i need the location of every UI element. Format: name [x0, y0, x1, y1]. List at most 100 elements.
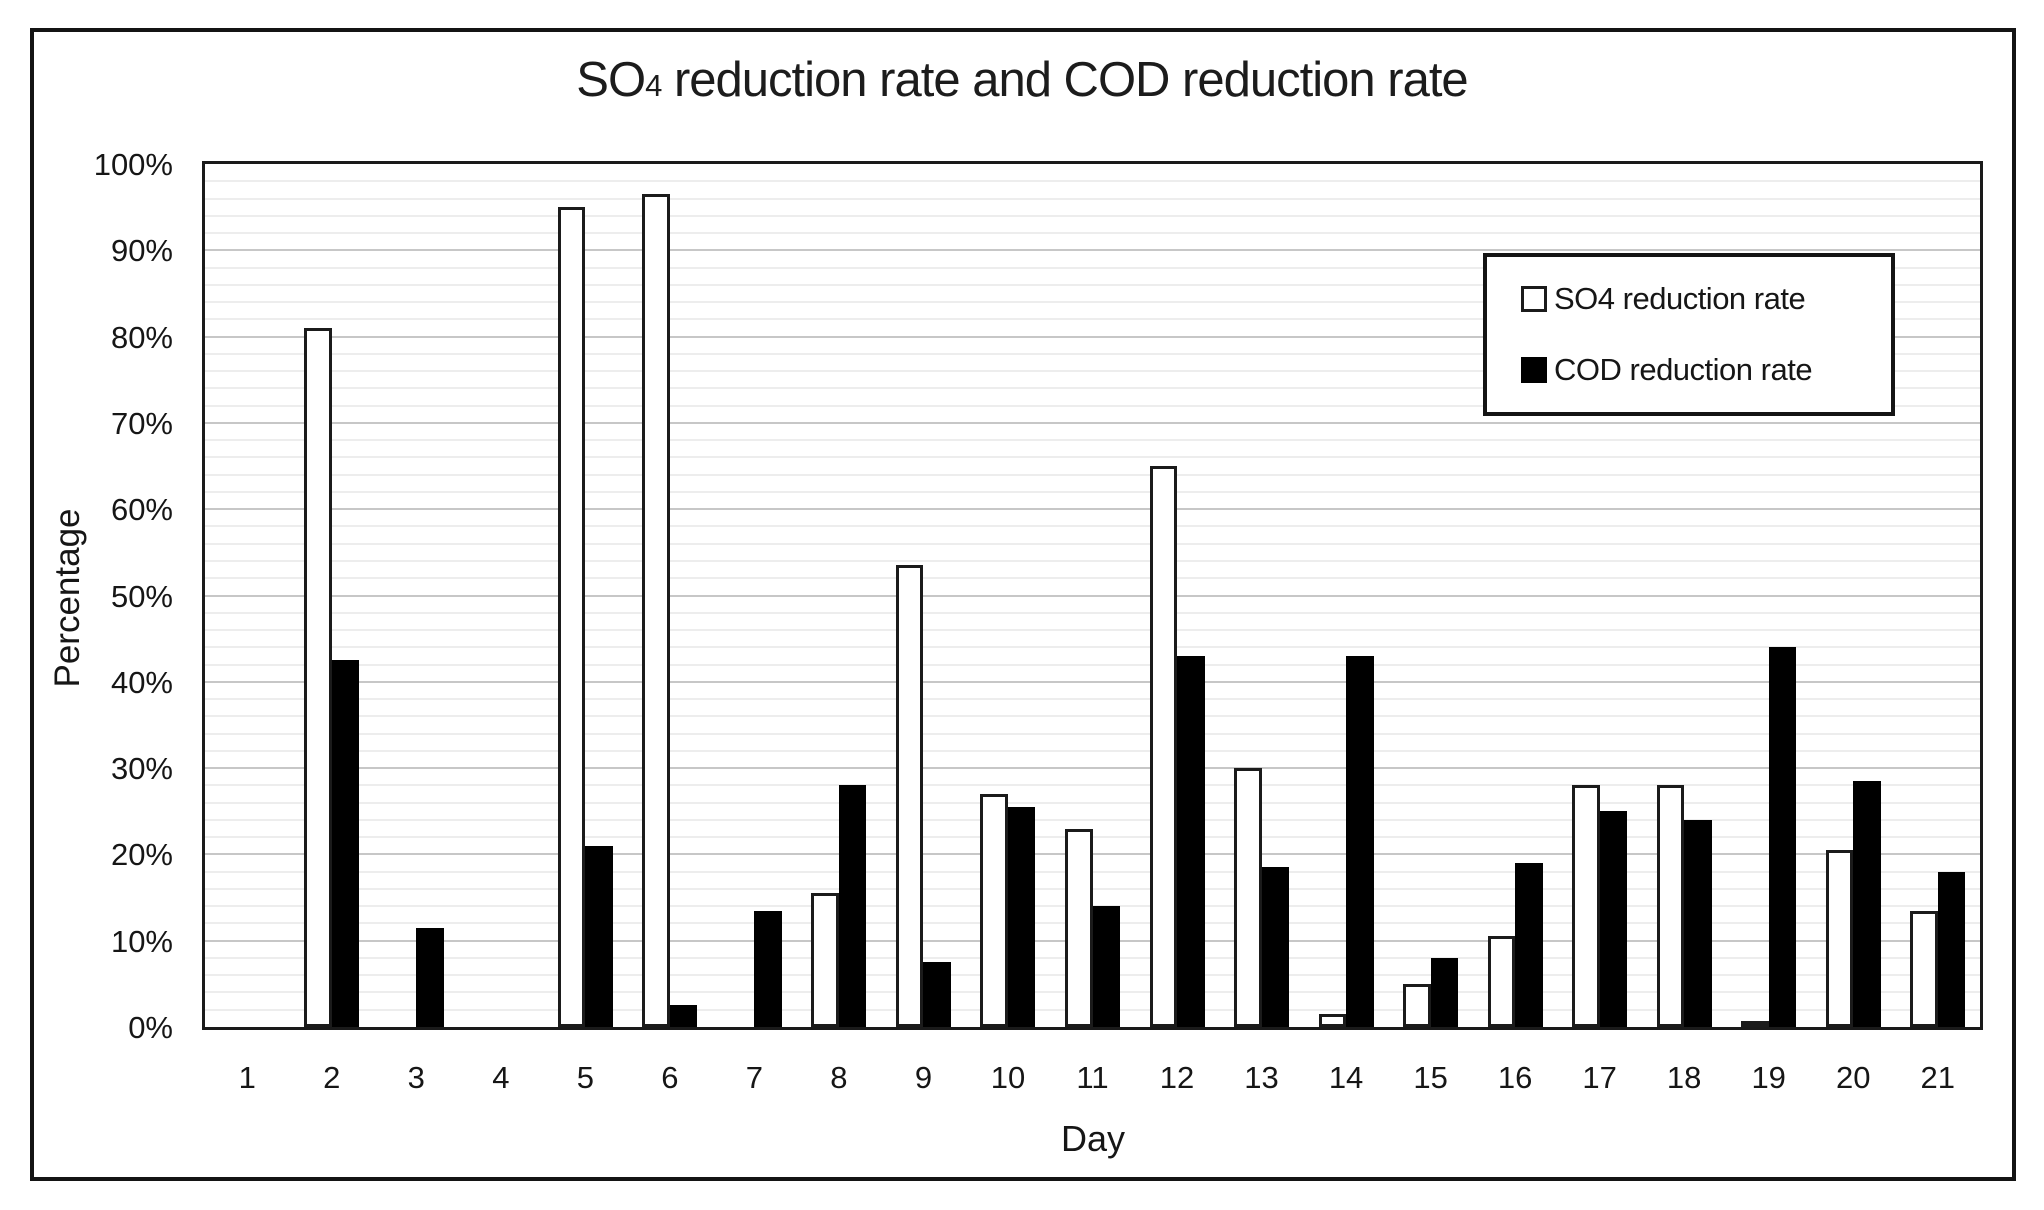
y-tick-70pct: 70% [110, 405, 173, 441]
major-gridline-80 [205, 335, 1980, 338]
minor-gridline-62 [205, 490, 1980, 493]
bar-cod-day-18 [1684, 819, 1712, 1027]
bar-so4-day-2 [304, 327, 332, 1027]
minor-gridline-96 [205, 197, 1980, 200]
x-tick-day-20: 20 [1835, 1060, 1871, 1095]
x-tick-day-17: 17 [1582, 1060, 1617, 1095]
bar-so4-day-21 [1910, 910, 1938, 1027]
minor-gridline-28 [205, 784, 1980, 787]
bar-cod-day-11 [1092, 906, 1120, 1027]
major-gridline-70 [205, 421, 1980, 424]
chart-title: SO4 reduction rate and COD reduction rat… [0, 52, 2044, 108]
minor-gridline-22 [205, 836, 1980, 839]
legend: SO4 reduction rate COD reduction rate [1483, 253, 1895, 416]
major-gridline-90 [205, 249, 1980, 252]
minor-gridline-76 [205, 370, 1980, 373]
bar-so4-day-19 [1741, 1021, 1769, 1027]
x-axis-title: Day [1060, 1118, 1126, 1159]
y-tick-10pct: 10% [110, 923, 173, 959]
major-gridline-40 [205, 680, 1980, 683]
so4-swatch-icon [1521, 285, 1547, 312]
bar-cod-day-15 [1430, 957, 1459, 1027]
legend-label-cod: COD reduction rate [1554, 352, 1813, 388]
chart-title-rest: reduction rate and COD reduction rate [661, 53, 1469, 107]
bar-cod-day-3 [416, 927, 444, 1027]
bar-so4-day-16 [1487, 936, 1516, 1027]
cod-swatch-icon [1521, 357, 1547, 384]
bar-cod-day-19 [1768, 647, 1797, 1027]
minor-gridline-98 [205, 180, 1980, 183]
minor-gridline-46 [205, 629, 1980, 632]
y-tick-80pct: 80% [110, 319, 173, 355]
bar-so4-day-17 [1572, 785, 1600, 1027]
bar-cod-day-10 [1007, 806, 1036, 1027]
y-tick-30pct: 30% [110, 751, 173, 787]
minor-gridline-42 [205, 663, 1980, 666]
minor-gridline-56 [205, 542, 1980, 545]
bar-cod-day-21 [1937, 871, 1966, 1027]
minor-gridline-72 [205, 404, 1980, 407]
minor-gridline-34 [205, 732, 1980, 735]
bar-cod-day-5 [585, 845, 613, 1027]
bar-so4-day-18 [1656, 785, 1685, 1027]
bar-cod-day-14 [1346, 655, 1374, 1027]
minor-gridline-26 [205, 801, 1980, 804]
bar-cod-day-12 [1177, 655, 1205, 1027]
y-tick-60pct: 60% [110, 492, 173, 528]
major-gridline-50 [205, 594, 1980, 597]
x-tick-day-2: 2 [323, 1060, 341, 1095]
minor-gridline-94 [205, 214, 1980, 217]
minor-gridline-66 [205, 456, 1980, 459]
x-tick-day-3: 3 [407, 1060, 425, 1095]
minor-gridline-16 [205, 887, 1980, 890]
y-tick-50pct: 50% [110, 578, 173, 614]
bar-so4-day-14 [1318, 1014, 1347, 1027]
x-tick-day-11: 11 [1076, 1060, 1109, 1095]
major-gridline-30 [205, 767, 1980, 770]
x-tick-day-16: 16 [1497, 1060, 1533, 1095]
x-tick-day-4: 4 [492, 1060, 510, 1095]
y-tick-100pct: 100% [93, 147, 173, 182]
legend-item-so4: SO4 reduction rate [1521, 281, 1891, 317]
minor-gridline-74 [205, 387, 1980, 390]
x-tick-day-18: 18 [1666, 1060, 1702, 1095]
minor-gridline-54 [205, 559, 1980, 562]
x-tick-day-1: 1 [238, 1060, 256, 1095]
bar-cod-day-16 [1515, 863, 1543, 1027]
y-tick-90pct: 90% [110, 233, 173, 269]
bar-so4-day-5 [557, 207, 586, 1027]
bar-cod-day-6 [669, 1005, 698, 1027]
x-tick-day-9: 9 [914, 1060, 933, 1095]
minor-gridline-84 [205, 301, 1980, 304]
minor-gridline-68 [205, 439, 1980, 442]
major-gridline-60 [205, 508, 1980, 511]
x-tick-day-7: 7 [745, 1060, 764, 1095]
minor-gridline-24 [205, 818, 1980, 821]
bar-so4-day-10 [980, 794, 1008, 1027]
bar-cod-day-13 [1261, 867, 1290, 1027]
minor-gridline-52 [205, 577, 1980, 580]
minor-gridline-32 [205, 749, 1980, 752]
legend-label-so4: SO4 reduction rate [1554, 280, 1806, 316]
chart-title-subscript: 4 [645, 68, 662, 103]
major-gridline-20 [205, 853, 1980, 856]
bar-so4-day-13 [1234, 768, 1262, 1027]
minor-gridline-78 [205, 352, 1980, 355]
x-tick-day-5: 5 [576, 1060, 594, 1095]
bar-cod-day-8 [838, 785, 867, 1027]
bar-so4-day-15 [1403, 983, 1431, 1027]
minor-gridline-38 [205, 698, 1980, 701]
x-tick-day-21: 21 [1920, 1060, 1955, 1095]
x-tick-day-13: 13 [1244, 1060, 1279, 1095]
bar-cod-day-20 [1853, 781, 1881, 1027]
bar-cod-day-9 [923, 962, 951, 1027]
bar-so4-day-6 [642, 194, 670, 1027]
bar-so4-day-20 [1825, 850, 1854, 1027]
chart-title-prefix: SO [576, 53, 646, 107]
bar-so4-day-12 [1149, 466, 1178, 1027]
y-tick-40pct: 40% [110, 664, 173, 700]
bar-cod-day-2 [331, 660, 360, 1027]
x-tick-day-6: 6 [661, 1060, 679, 1095]
x-tick-day-12: 12 [1159, 1060, 1195, 1095]
legend-item-cod: COD reduction rate [1521, 352, 1891, 388]
